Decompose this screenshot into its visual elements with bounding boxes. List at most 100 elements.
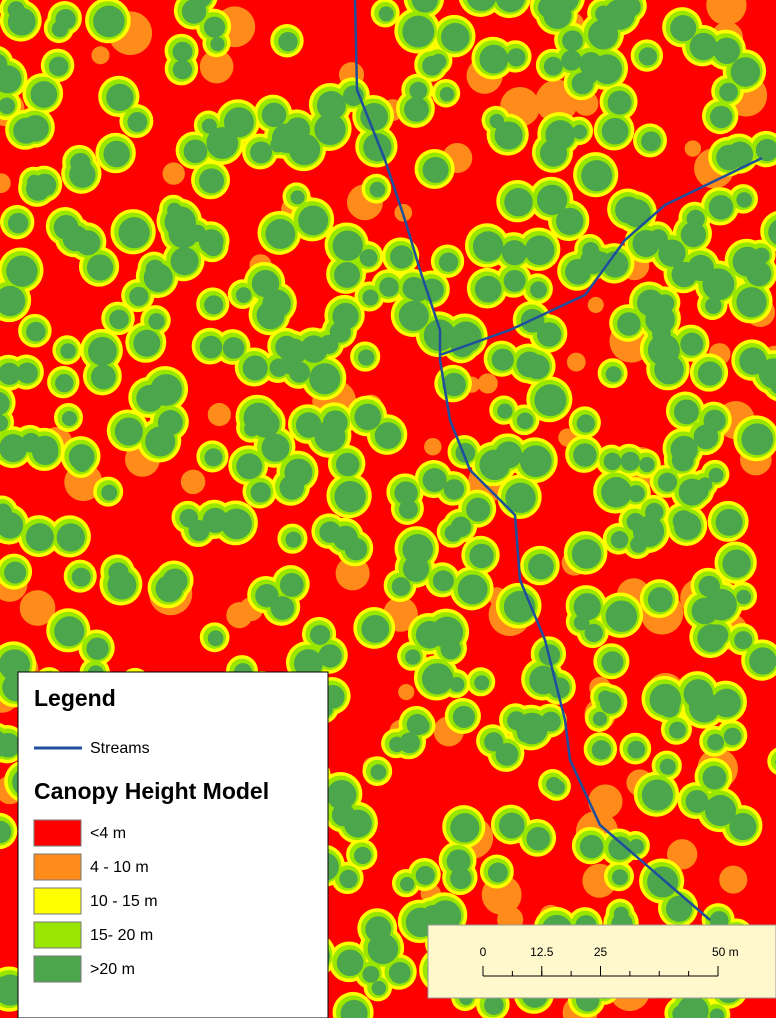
raster-patch (200, 336, 223, 359)
raster-patch (358, 349, 374, 365)
raster-patch (70, 153, 90, 173)
raster-patch (333, 230, 363, 260)
raster-patch (680, 333, 703, 356)
raster-patch (223, 337, 245, 359)
raster-patch (441, 23, 470, 52)
raster-patch (507, 48, 525, 66)
raster-patch (339, 870, 357, 888)
raster-patch (579, 52, 603, 76)
raster-patch (719, 866, 747, 894)
raster-patch (60, 343, 76, 359)
raster-patch (416, 866, 435, 885)
scale-tick-label: 0 (480, 945, 487, 959)
raster-patch (648, 587, 673, 612)
legend-swatch (34, 922, 81, 948)
raster-patch (243, 355, 268, 380)
raster-patch (399, 301, 429, 331)
raster-patch (52, 21, 68, 37)
raster-patch (690, 33, 718, 61)
raster-patch (729, 813, 756, 840)
scale-bar: 0 12.5 25 50 m (428, 925, 776, 998)
raster-patch (270, 358, 289, 377)
raster-patch (171, 247, 199, 275)
raster-patch (534, 384, 566, 416)
raster-patch (389, 737, 405, 753)
raster-patch (372, 981, 386, 995)
legend-title: Legend (34, 685, 116, 711)
raster-patch (204, 295, 223, 314)
raster-patch (337, 949, 364, 976)
scale-bar-frame (428, 925, 776, 998)
raster-patch (333, 526, 358, 551)
raster-patch (719, 83, 738, 102)
scale-tick-label: 50 m (712, 945, 739, 959)
raster-patch (129, 287, 148, 306)
raster-patch (251, 482, 271, 502)
raster-patch (413, 718, 429, 734)
raster-patch (370, 182, 386, 198)
raster-patch (368, 934, 398, 964)
raster-patch (291, 190, 305, 204)
raster-patch (593, 712, 607, 726)
raster-patch (716, 509, 743, 536)
raster-patch (703, 766, 727, 790)
raster-patch (731, 57, 760, 86)
raster-patch (275, 336, 298, 359)
raster-patch (592, 740, 611, 759)
raster-patch (103, 141, 129, 167)
raster-patch (334, 481, 365, 512)
legend-swatch (34, 854, 81, 880)
raster-patch (226, 602, 252, 628)
raster-patch (714, 38, 740, 64)
raster-patch (704, 410, 726, 432)
raster-patch (722, 549, 750, 577)
scale-tick-label: 25 (594, 945, 608, 959)
raster-patch (173, 42, 193, 62)
raster-patch (285, 117, 310, 142)
raster-patch (6, 256, 37, 287)
raster-patch (379, 6, 394, 21)
raster-patch (588, 297, 604, 313)
raster-patch (602, 118, 629, 145)
raster-patch (734, 631, 752, 649)
raster-patch (537, 322, 562, 347)
raster-patch (163, 162, 185, 184)
raster-patch (473, 231, 503, 261)
raster-patch (495, 121, 523, 149)
raster-patch (93, 6, 125, 38)
raster-patch (445, 525, 462, 542)
raster-patch (392, 577, 411, 596)
raster-patch (26, 523, 54, 551)
raster-patch (592, 252, 611, 271)
raster-patch (673, 510, 695, 532)
raster-patch (252, 410, 280, 438)
raster-patch (208, 630, 224, 646)
raster-patch (127, 112, 147, 132)
raster-patch (606, 366, 622, 382)
raster-patch (88, 337, 117, 366)
scale-tick-label: 12.5 (530, 945, 554, 959)
raster-patch (148, 313, 164, 329)
raster-patch (354, 847, 371, 864)
raster-patch (314, 114, 345, 145)
raster-patch (475, 276, 502, 303)
raster-patch (660, 759, 676, 775)
raster-patch (73, 454, 91, 472)
raster-patch (257, 301, 285, 329)
raster-patch (572, 125, 587, 140)
raster-patch (362, 966, 379, 983)
raster-patch (642, 779, 673, 810)
raster-patch (87, 254, 113, 280)
legend-section-title: Canopy Height Model (34, 778, 269, 804)
raster-patch (686, 790, 709, 813)
raster-patch (688, 255, 714, 281)
legend-box: Legend Streams Canopy Height Model <4 m4… (18, 672, 328, 1018)
raster-patch (13, 118, 39, 144)
raster-patch (262, 434, 290, 462)
raster-patch (492, 349, 514, 371)
raster-patch (344, 810, 372, 838)
raster-patch (453, 706, 475, 728)
raster-patch (741, 423, 773, 455)
raster-patch (567, 353, 586, 372)
raster-patch (641, 131, 661, 151)
